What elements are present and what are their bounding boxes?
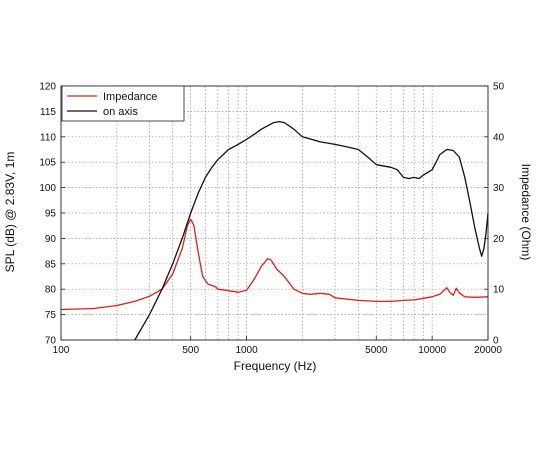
y-tick-label: 120 [39,82,56,93]
series-line-impedance [61,219,488,309]
y-tick-label: 80 [45,285,57,296]
y-axis-title: SPL (dB) @ 2.83V, 1m [3,152,17,273]
y2-axis-title: Impedance (Ohm) [519,164,533,261]
y2-tick-label: 30 [493,183,505,194]
y2-tick-label: 20 [493,234,505,245]
x-tick-label: 1000 [235,345,258,356]
legend-label-on-axis: on axis [103,106,138,118]
y2-tick-label: 10 [493,285,505,296]
y2-tick-label: 0 [493,336,499,347]
y2-tick-label: 50 [493,82,505,93]
series-line-on-axis [135,122,488,340]
legend: Impedance on axis [62,86,184,121]
y-tick-label: 70 [45,336,57,347]
y-tick-label: 115 [40,107,56,118]
x-tick-label: 500 [182,345,199,356]
x-axis-title: Frequency (Hz) [234,359,317,373]
x-tick-label: 10000 [418,345,446,356]
grid [61,86,488,340]
y-tick-label: 85 [45,259,57,270]
y2-tick-label: 40 [493,132,505,143]
y-tick-label: 105 [39,158,56,169]
y-tick-label: 100 [39,183,56,194]
x-tick-label: 20000 [474,345,502,356]
x-tick-label: 100 [53,345,70,356]
x-tick-label: 5000 [365,345,388,356]
y-tick-label: 110 [40,132,56,143]
y-tick-label: 75 [45,310,57,321]
y-tick-label: 90 [45,234,57,245]
legend-label-impedance: Impedance [103,91,157,103]
y-tick-label: 95 [45,209,57,220]
